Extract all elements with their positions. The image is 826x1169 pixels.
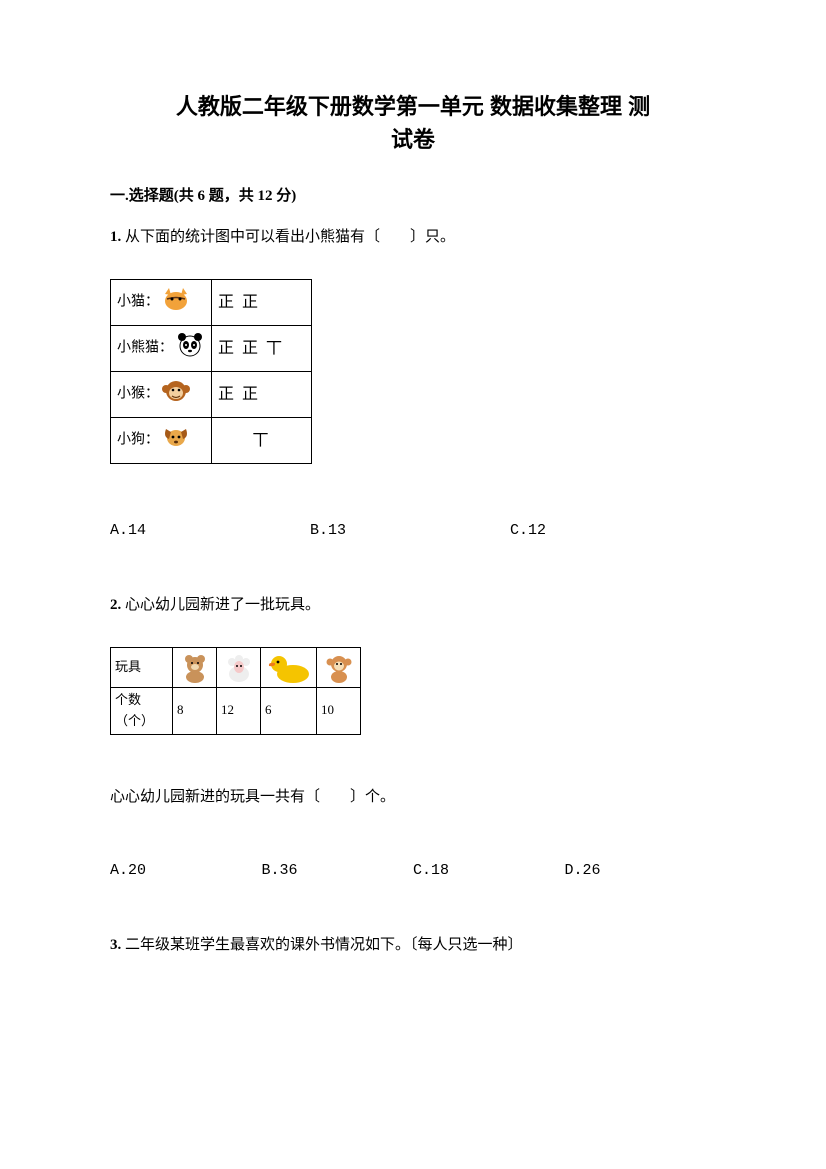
section-header: 一.选择题(共 6 题，共 12 分) (110, 184, 716, 205)
option-b: B.13 (310, 519, 510, 543)
option-c: C.18 (413, 859, 565, 883)
monkey-icon (161, 377, 191, 411)
duck-icon (267, 652, 311, 684)
table-row: 小熊猫： 正 正 丅 (111, 326, 312, 372)
count-header: 个数（个） (111, 688, 173, 735)
q2-text: 2. 心心幼儿园新进了一批玩具。 (110, 593, 716, 617)
table-row: 玩具 (111, 648, 361, 688)
row-label: 小猫： (111, 280, 212, 326)
row-label: 小狗： (111, 418, 212, 464)
animal-label: 小狗： (117, 433, 159, 448)
question-1: 1. 从下面的统计图中可以看出小熊猫有〔 〕只。 小猫： 正 正 小熊猫： 正 … (110, 225, 716, 543)
q1-text: 1. 从下面的统计图中可以看出小熊猫有〔 〕只。 (110, 225, 716, 249)
tally-cell: 正 正 (212, 372, 312, 418)
table-row: 个数（个） 8 12 6 10 (111, 688, 361, 735)
sheep-icon (224, 652, 254, 684)
q1-body: 从下面的统计图中可以看出小熊猫有〔 〕只。 (121, 229, 455, 245)
option-b: B.36 (262, 859, 414, 883)
page-title: 人教版二年级下册数学第一单元 数据收集整理 测 试卷 (110, 90, 716, 156)
tally-cell: 正 正 丅 (212, 326, 312, 372)
table-row: 小狗： 丅 (111, 418, 312, 464)
count-cell: 10 (317, 688, 361, 735)
question-3: 3. 二年级某班学生最喜欢的课外书情况如下。〔每人只选一种〕 (110, 933, 716, 957)
monkey-toy-icon (324, 652, 354, 684)
option-a: A.20 (110, 859, 262, 883)
q2-body: 心心幼儿园新进了一批玩具。 (121, 597, 320, 613)
animal-label: 小熊猫： (117, 341, 173, 356)
toy-cell (261, 648, 317, 688)
panda-icon (175, 331, 205, 365)
animal-label: 小猴： (117, 387, 159, 402)
row-label: 小熊猫： (111, 326, 212, 372)
tally-table: 小猫： 正 正 小熊猫： 正 正 丅 小猴： 正 正 小狗： 丅 (110, 279, 312, 464)
tally-cell: 正 正 (212, 280, 312, 326)
option-a: A.14 (110, 519, 310, 543)
q2-num: 2. (110, 597, 121, 613)
toy-header: 玩具 (111, 648, 173, 688)
q2-options: A.20 B.36 C.18 D.26 (110, 859, 716, 883)
cat-icon (161, 285, 191, 319)
bear-icon (180, 652, 210, 684)
tally-cell: 丅 (212, 418, 312, 464)
toy-cell (317, 648, 361, 688)
dog-icon (161, 423, 191, 457)
table-row: 小猫： 正 正 (111, 280, 312, 326)
title-line2: 试卷 (391, 127, 435, 152)
q3-body: 二年级某班学生最喜欢的课外书情况如下。〔每人只选一种〕 (121, 937, 522, 953)
row-label: 小猴： (111, 372, 212, 418)
title-line1: 人教版二年级下册数学第一单元 数据收集整理 测 (176, 94, 650, 119)
count-cell: 8 (173, 688, 217, 735)
count-cell: 12 (217, 688, 261, 735)
question-2: 2. 心心幼儿园新进了一批玩具。 玩具 个数（个） 8 12 6 10 心心幼儿… (110, 593, 716, 883)
table-row: 小猴： 正 正 (111, 372, 312, 418)
count-cell: 6 (261, 688, 317, 735)
toy-cell (217, 648, 261, 688)
q2-mid-text: 心心幼儿园新进的玩具一共有〔 〕个。 (110, 785, 716, 809)
toy-cell (173, 648, 217, 688)
q1-num: 1. (110, 229, 121, 245)
q3-num: 3. (110, 937, 121, 953)
option-d: D.26 (565, 859, 717, 883)
toys-table: 玩具 个数（个） 8 12 6 10 (110, 647, 361, 735)
animal-label: 小猫： (117, 295, 159, 310)
q1-options: A.14 B.13 C.12 (110, 519, 716, 543)
option-c: C.12 (510, 519, 710, 543)
